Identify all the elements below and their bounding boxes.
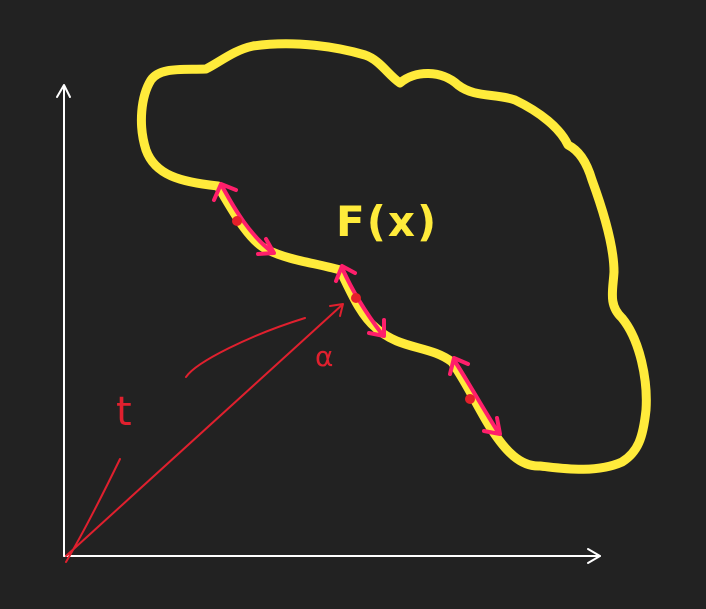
axes [56,84,601,564]
arrow-up-icon [56,84,71,98]
t-arc-stroke [185,317,306,378]
double-arrow-icon [212,182,276,256]
t-label: t [116,389,132,435]
point-marker [351,293,361,303]
alpha-vector [65,304,343,557]
t-stroke [65,458,121,563]
annotations [65,303,344,563]
alpha-label: α [315,340,333,373]
region-outline [137,39,651,474]
point-marker [465,394,475,404]
arrow-right-icon [587,548,601,564]
alpha-arrowhead-icon [329,303,344,317]
point-marker [232,216,242,226]
function-label: F(x) [336,197,438,246]
point-markers [232,216,475,404]
double-arrow-icon [448,356,502,436]
